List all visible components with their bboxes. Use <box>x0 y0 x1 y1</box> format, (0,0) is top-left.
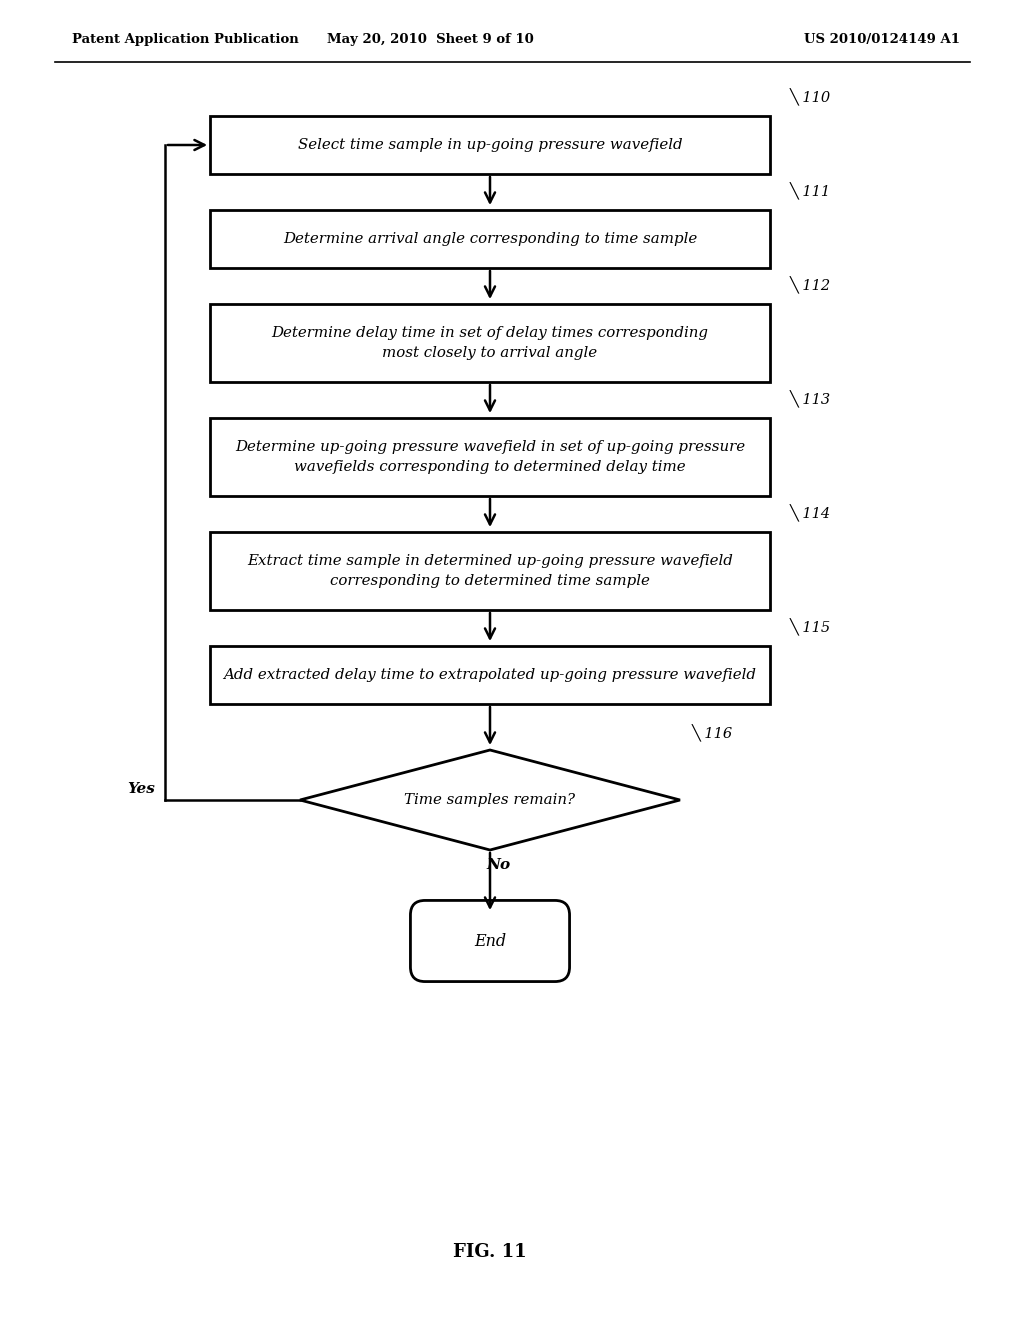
Text: ╲ 114: ╲ 114 <box>790 504 831 521</box>
FancyBboxPatch shape <box>210 304 770 381</box>
Text: ╲ 110: ╲ 110 <box>790 88 831 106</box>
FancyBboxPatch shape <box>210 418 770 496</box>
Text: ╲ 115: ╲ 115 <box>790 619 831 636</box>
FancyBboxPatch shape <box>210 116 770 174</box>
FancyBboxPatch shape <box>210 645 770 704</box>
Text: US 2010/0124149 A1: US 2010/0124149 A1 <box>804 33 961 46</box>
FancyBboxPatch shape <box>411 900 569 982</box>
Text: ╲ 112: ╲ 112 <box>790 276 831 294</box>
FancyBboxPatch shape <box>210 532 770 610</box>
Text: ╲ 111: ╲ 111 <box>790 182 831 201</box>
FancyBboxPatch shape <box>210 210 770 268</box>
Text: Patent Application Publication: Patent Application Publication <box>72 33 299 46</box>
Text: May 20, 2010  Sheet 9 of 10: May 20, 2010 Sheet 9 of 10 <box>327 33 534 46</box>
Text: Yes: Yes <box>127 781 155 796</box>
Text: ╲ 113: ╲ 113 <box>790 391 831 408</box>
Text: Determine delay time in set of delay times corresponding
most closely to arrival: Determine delay time in set of delay tim… <box>271 326 709 360</box>
Text: Determine arrival angle corresponding to time sample: Determine arrival angle corresponding to… <box>283 232 697 246</box>
Text: Add extracted delay time to extrapolated up-going pressure wavefield: Add extracted delay time to extrapolated… <box>223 668 757 682</box>
Text: Extract time sample in determined up-going pressure wavefield
corresponding to d: Extract time sample in determined up-goi… <box>247 554 733 587</box>
Text: FIG. 11: FIG. 11 <box>454 1243 526 1261</box>
Text: No: No <box>486 858 510 873</box>
Text: Time samples remain?: Time samples remain? <box>404 793 575 807</box>
Text: End: End <box>474 932 506 949</box>
Text: ╲ 116: ╲ 116 <box>692 725 733 742</box>
Polygon shape <box>300 750 680 850</box>
Text: Select time sample in up-going pressure wavefield: Select time sample in up-going pressure … <box>298 139 682 152</box>
Text: Determine up-going pressure wavefield in set of up-going pressure
wavefields cor: Determine up-going pressure wavefield in… <box>234 441 745 474</box>
